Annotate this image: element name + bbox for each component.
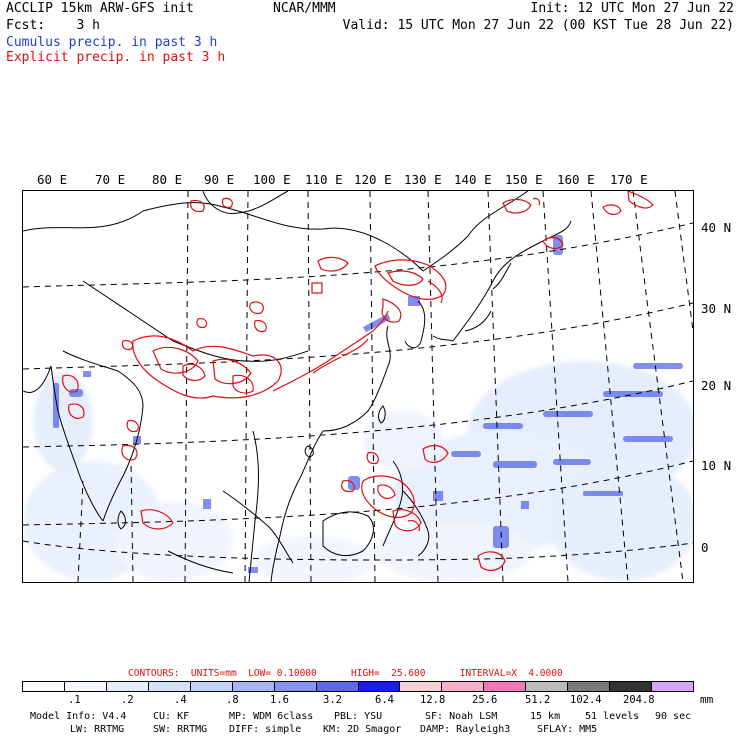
scale-swatch: [23, 682, 65, 691]
scale-swatch: [610, 682, 653, 691]
scale-tick: 102.4: [570, 694, 602, 706]
legend-cumulus: Cumulus precip. in past 3 h: [6, 35, 218, 50]
init-time: Init: 12 UTC Mon 27 Jun 22: [530, 1, 735, 16]
model-levels: 51 levels: [585, 711, 640, 722]
scale-swatch: [190, 682, 233, 691]
scale-tick: 204.8: [623, 694, 655, 706]
color-scale-bar: [22, 681, 694, 692]
scale-tick: 1.6: [270, 694, 289, 706]
forecast-hour: Fcst: 3 h: [6, 18, 100, 33]
model-damp: DAMP: Rayleigh3: [420, 724, 511, 735]
model-resolution: 15 km: [530, 711, 561, 722]
scale-swatch: [316, 682, 359, 691]
scale-tick: 3.2: [323, 694, 342, 706]
scale-tick: .1: [68, 694, 81, 706]
scale-tick: 12.8: [420, 694, 446, 706]
lon-label: 70 E: [95, 172, 126, 187]
model-sflay: SFLAY: MM5: [537, 724, 598, 735]
model-cu: CU: KF: [153, 711, 190, 722]
scale-tick: .8: [226, 694, 239, 706]
scale-swatch: [652, 682, 693, 691]
scale-swatch: [526, 682, 569, 691]
scale-tick: .2: [121, 694, 134, 706]
lon-label: 170 E: [610, 172, 648, 187]
scale-swatch: [64, 682, 107, 691]
scale-swatch: [568, 682, 611, 691]
scale-tick: 25.6: [472, 694, 498, 706]
lon-label: 110 E: [305, 172, 343, 187]
lat-label: 0: [701, 540, 709, 555]
contours-info: CONTOURS: UNITS=mm LOW= 0.10000 HIGH= 25…: [128, 668, 563, 679]
lat-label: 20 N: [701, 378, 732, 393]
map-canvas: [23, 191, 693, 582]
lat-label: 30 N: [701, 301, 732, 316]
valid-time: Valid: 15 UTC Mon 27 Jun 22 (00 KST Tue …: [342, 18, 734, 33]
scale-tick: 6.4: [375, 694, 394, 706]
coastlines: [23, 191, 572, 582]
lat-label: 40 N: [701, 220, 732, 235]
scale-swatch: [484, 682, 527, 691]
producer-label: NCAR/MMM: [273, 1, 336, 16]
model-km: KM: 2D Smagor: [323, 724, 402, 735]
legend-explicit: Explicit precip. in past 3 h: [6, 50, 226, 65]
lon-label: 130 E: [404, 172, 442, 187]
scale-swatch: [358, 682, 401, 691]
lat-label: 10 N: [701, 458, 732, 473]
scale-swatch: [148, 682, 191, 691]
scale-swatch: [400, 682, 443, 691]
explicit-precip-contours: [62, 191, 654, 571]
model-sf: SF: Noah LSM: [425, 711, 498, 722]
lon-label: 60 E: [37, 172, 68, 187]
product-title: ACCLIP 15km ARW-GFS init: [6, 1, 194, 16]
model-sw: SW: RRTMG: [153, 724, 208, 735]
cumulus-precip: [53, 235, 683, 573]
scale-swatch: [232, 682, 275, 691]
model-timestep: 90 sec: [655, 711, 692, 722]
lon-label: 160 E: [557, 172, 595, 187]
cumulus-light-shading: [23, 361, 693, 582]
model-mp: MP: WDM 6class: [229, 711, 314, 722]
model-lw: LW: RRTMG: [70, 724, 125, 735]
precip-map: [22, 190, 694, 583]
lon-label: 150 E: [505, 172, 543, 187]
lon-label: 90 E: [204, 172, 235, 187]
scale-tick: .4: [174, 694, 187, 706]
scale-unit: mm: [700, 693, 714, 706]
scale-swatch: [274, 682, 317, 691]
scale-swatch: [442, 682, 485, 691]
model-version: Model Info: V4.4: [30, 711, 127, 722]
lon-label: 80 E: [152, 172, 183, 187]
lon-label: 140 E: [454, 172, 492, 187]
scale-swatch: [106, 682, 149, 691]
lon-label: 100 E: [253, 172, 291, 187]
model-pbl: PBL: YSU: [334, 711, 383, 722]
lon-label: 120 E: [354, 172, 392, 187]
scale-tick: 51.2: [525, 694, 551, 706]
model-diff: DIFF: simple: [229, 724, 302, 735]
